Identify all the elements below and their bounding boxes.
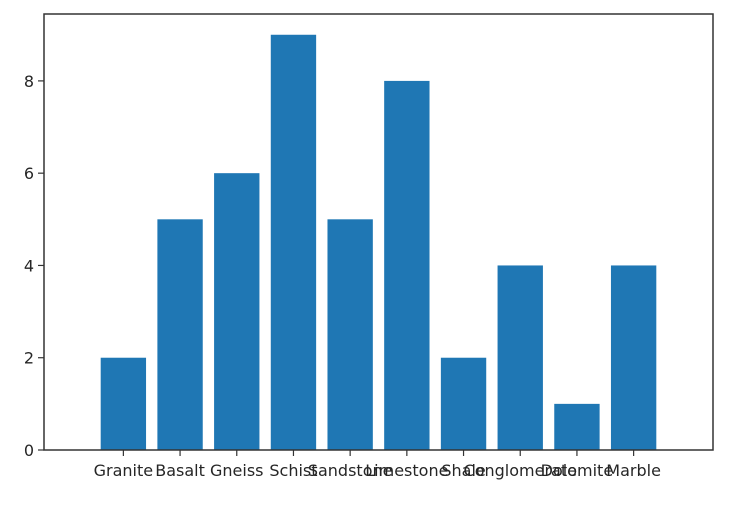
bar-conglomerate — [497, 265, 543, 450]
x-tick-label-shale: Shale — [441, 461, 485, 480]
bar-schist — [270, 34, 317, 451]
x-tick-label-conglomerate: Conglomerate — [464, 461, 577, 480]
bar-dolomite — [554, 403, 600, 450]
x-tick-label-basalt: Basalt — [155, 461, 205, 480]
x-tick-label-marble: Marble — [606, 461, 661, 480]
x-tick-label-gneiss: Gneiss — [210, 461, 264, 480]
y-tick-label-8: 8 — [24, 72, 34, 91]
x-tick-label-granite: Granite — [94, 461, 153, 480]
y-tick-label-6: 6 — [24, 164, 34, 183]
x-axis: Granite Basalt Gneiss SchistSandstoneLimest… — [94, 450, 661, 480]
plot-frame — [43, 13, 714, 451]
y-tick-label-0: 0 — [24, 441, 34, 460]
y-tick-label-2: 2 — [24, 349, 34, 368]
bar-gneiss — [214, 173, 260, 450]
x-tick-label-dolomite: Dolomite — [541, 461, 614, 480]
x-tick-label-limestone: Limestone — [365, 461, 448, 480]
bar-shale — [440, 357, 487, 450]
bars-group — [100, 34, 657, 451]
y-tick-label-4: 4 — [24, 256, 34, 275]
bar-granite — [100, 357, 147, 450]
bar-basalt — [157, 219, 203, 450]
bar-limestone — [384, 80, 430, 450]
x-tick-label-schist: Schist — [269, 461, 317, 480]
bar-marble — [610, 265, 657, 450]
x-tick-label-sandstone: Sandstone — [308, 461, 393, 480]
bar-sandstone — [327, 219, 373, 450]
y-axis: 0 2 4 6 8 — [24, 72, 44, 460]
